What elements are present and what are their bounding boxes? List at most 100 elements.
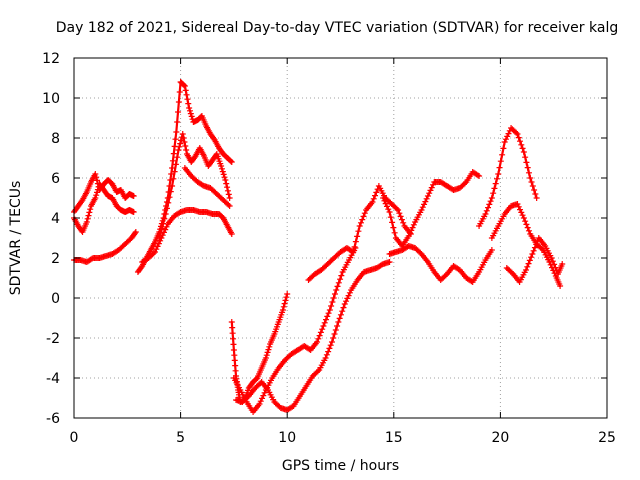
series-sat-n <box>476 125 540 229</box>
data-point <box>184 96 191 103</box>
y-tick-label: 4 <box>51 211 60 227</box>
y-tick-label: -2 <box>46 331 60 347</box>
data-point <box>334 283 341 290</box>
data-point <box>500 145 507 152</box>
data-point <box>314 368 321 375</box>
data-point <box>169 183 176 189</box>
data-point <box>344 295 351 302</box>
data-point <box>333 287 340 293</box>
data-point <box>549 258 556 265</box>
data-point <box>331 291 338 297</box>
series-sat-p <box>503 235 566 285</box>
data-point <box>529 251 536 257</box>
data-point <box>527 175 534 181</box>
data-point <box>504 133 511 140</box>
data-point <box>324 313 331 320</box>
data-point <box>548 255 555 261</box>
data-point <box>337 311 344 318</box>
data-point <box>176 89 183 95</box>
data-point <box>93 192 100 199</box>
data-point <box>172 161 179 168</box>
x-axis-label: GPS time / hours <box>282 458 399 474</box>
data-point <box>528 254 535 261</box>
series-layer <box>71 79 566 415</box>
data-point <box>165 199 172 206</box>
data-point <box>330 295 337 301</box>
data-point <box>158 225 165 232</box>
data-point <box>181 83 188 89</box>
data-point <box>520 215 527 221</box>
data-point <box>218 165 225 172</box>
data-point <box>222 177 229 183</box>
data-point <box>518 141 525 148</box>
data-point <box>160 220 167 227</box>
data-point <box>383 203 390 210</box>
data-point <box>231 352 238 359</box>
data-point <box>482 211 489 217</box>
y-tick-label: 6 <box>51 171 60 187</box>
data-point <box>279 307 286 313</box>
data-point <box>381 197 388 204</box>
series-sat-b <box>71 181 137 235</box>
y-tick-label: 0 <box>51 291 60 307</box>
data-point <box>92 171 99 177</box>
data-point <box>174 154 181 161</box>
data-point <box>491 185 498 192</box>
data-point <box>485 204 492 211</box>
data-point <box>315 335 322 342</box>
x-tick-label: 20 <box>491 430 509 446</box>
data-point <box>317 329 324 336</box>
data-point <box>331 331 338 337</box>
data-point <box>390 224 397 231</box>
data-point <box>533 241 540 248</box>
series-sat-d <box>134 79 235 275</box>
series-line <box>478 126 538 228</box>
data-point <box>519 212 526 219</box>
data-point <box>525 260 532 267</box>
data-point <box>225 201 232 208</box>
data-point <box>177 140 184 147</box>
data-point <box>407 230 414 237</box>
data-point <box>228 319 235 325</box>
data-point <box>370 195 377 202</box>
data-point <box>163 223 170 230</box>
data-point <box>186 107 193 114</box>
data-point <box>408 227 415 234</box>
data-point <box>175 99 182 105</box>
data-point <box>531 187 538 193</box>
data-point <box>87 206 94 213</box>
data-point <box>428 184 435 191</box>
data-point <box>418 207 425 213</box>
data-point <box>356 223 363 229</box>
y-tick-label: -4 <box>46 371 60 387</box>
data-point <box>224 184 231 191</box>
data-point <box>487 198 494 205</box>
data-point <box>316 332 323 339</box>
data-point <box>179 131 186 137</box>
series-sat-k <box>305 183 414 283</box>
data-point <box>497 158 504 165</box>
data-point <box>389 219 396 226</box>
data-point <box>84 215 91 222</box>
data-point <box>86 209 93 216</box>
data-point <box>396 210 403 217</box>
data-point <box>528 179 535 185</box>
series-sat-m <box>386 243 495 285</box>
data-point <box>531 244 538 251</box>
data-point <box>185 100 192 107</box>
data-point <box>314 339 321 345</box>
x-tick-label: 5 <box>176 430 185 446</box>
data-point <box>256 401 263 407</box>
data-point <box>422 198 429 205</box>
y-axis-label: SDTVAR / TECUs <box>8 181 24 296</box>
data-point <box>85 212 92 219</box>
data-point <box>523 221 530 228</box>
data-point <box>92 195 99 201</box>
data-point <box>359 216 366 223</box>
data-point <box>345 292 352 299</box>
data-point <box>130 193 137 199</box>
data-point <box>176 143 183 150</box>
data-point <box>169 165 176 171</box>
data-point <box>335 319 342 325</box>
